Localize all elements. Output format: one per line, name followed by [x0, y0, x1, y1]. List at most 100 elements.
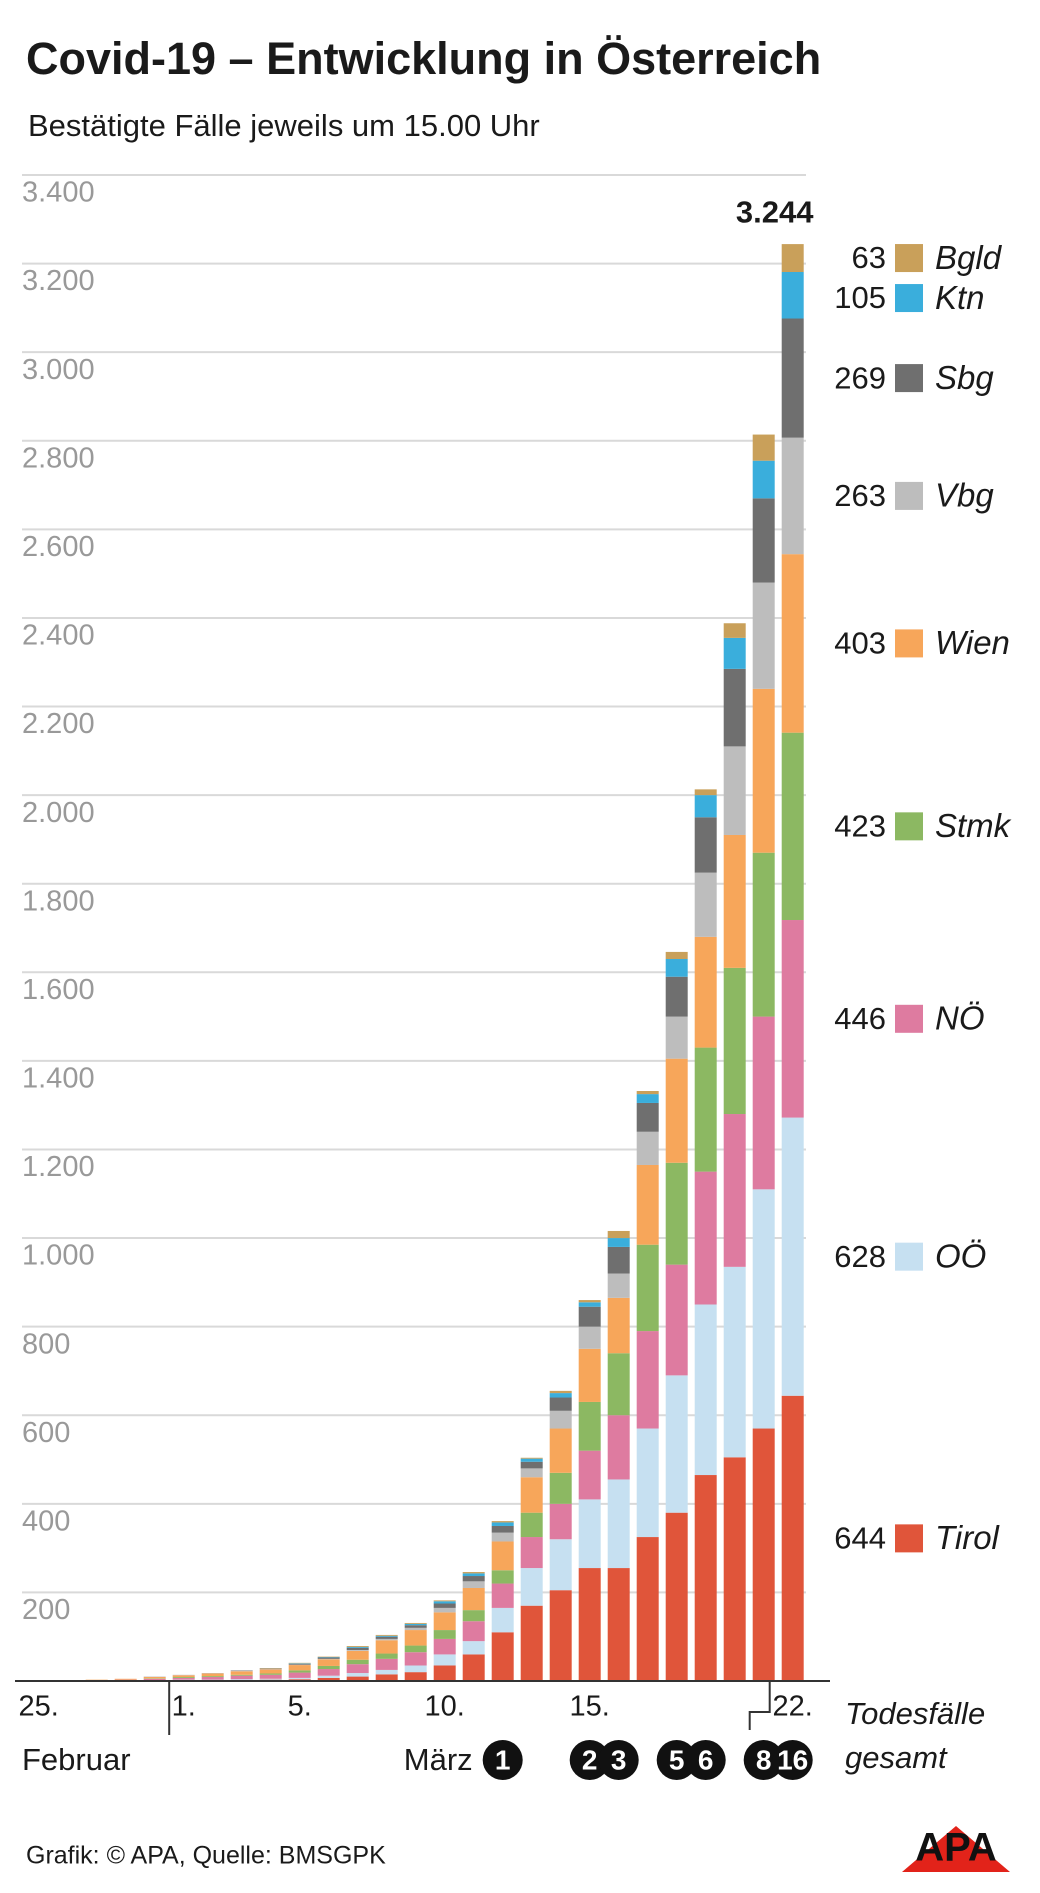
legend-swatch: [895, 629, 923, 658]
x-tick-label: 10.: [425, 1691, 465, 1723]
bar-segment: [491, 1632, 514, 1681]
death-label: 5: [669, 1744, 685, 1775]
bar-segment: [607, 1230, 630, 1239]
y-tick-label: 2.600: [22, 531, 95, 563]
bar-segment: [781, 732, 804, 921]
bar-segment: [520, 1537, 543, 1569]
bar-segment: [346, 1646, 369, 1648]
x-tick-label: 15.: [570, 1691, 610, 1723]
bar-segment: [665, 959, 688, 977]
bar-segment: [694, 1304, 717, 1476]
bar-segment: [723, 637, 746, 669]
y-tick-label: 600: [22, 1417, 70, 1449]
bar-segment: [578, 1401, 601, 1451]
bar-segment: [433, 1603, 456, 1608]
chart-title: Covid-19 – Entwicklung in Österreich: [26, 33, 821, 84]
bar-segment: [172, 1675, 195, 1678]
bar-segment: [578, 1302, 601, 1307]
bar-segment: [694, 795, 717, 818]
bar-segment: [433, 1654, 456, 1666]
bar-segment: [404, 1645, 427, 1653]
legend-swatch: [895, 1524, 923, 1553]
bar-segment: [375, 1636, 398, 1639]
bar-segment: [346, 1659, 369, 1665]
bar-segment: [259, 1674, 282, 1679]
death-label: 3: [611, 1744, 627, 1775]
bar-segment: [520, 1477, 543, 1513]
legend-label: Stmk: [935, 807, 1012, 844]
bar-segment: [665, 1016, 688, 1059]
bar-segment: [143, 1677, 166, 1679]
bar-segment: [375, 1635, 398, 1637]
deaths-title: gesamt: [845, 1740, 948, 1775]
bar-segment: [317, 1657, 340, 1659]
bar-segment: [781, 272, 804, 319]
bar-segment: [317, 1659, 340, 1666]
death-marker: [656, 1740, 697, 1780]
bar-segment: [578, 1348, 601, 1402]
bar-segment: [665, 1375, 688, 1513]
month-label: März: [404, 1742, 473, 1777]
death-marker: [685, 1740, 726, 1780]
bar-segment: [288, 1663, 311, 1665]
bar-segment: [259, 1669, 282, 1674]
legend-value: 105: [834, 280, 886, 315]
deaths-title: Todesfälle: [845, 1696, 985, 1731]
bar-segment: [520, 1568, 543, 1606]
bar-segment: [752, 582, 775, 689]
y-tick-label: 1.000: [22, 1240, 95, 1272]
bar-segment: [665, 1058, 688, 1163]
bar-segment: [607, 1353, 630, 1416]
legend-value: 644: [834, 1521, 886, 1556]
bar-segment: [578, 1300, 601, 1303]
bar-segment: [317, 1669, 340, 1676]
bar-segment: [636, 1428, 659, 1538]
legend-label: OÖ: [935, 1237, 986, 1274]
bar-segment: [549, 1539, 572, 1591]
bar-segment: [346, 1676, 369, 1681]
bar-segment: [520, 1468, 543, 1478]
bar-segment: [346, 1673, 369, 1677]
bar-segment: [520, 1458, 543, 1462]
chart-subtitle: Bestätigte Fälle jeweils um 15.00 Uhr: [28, 108, 540, 143]
bar-segment: [665, 1512, 688, 1681]
bar-segment: [549, 1410, 572, 1429]
death-label: 8: [756, 1744, 772, 1775]
bar-segment: [462, 1573, 485, 1577]
bar-segment: [723, 623, 746, 638]
x-tick-label: 22.: [773, 1691, 813, 1723]
bar-segment: [578, 1450, 601, 1500]
bar-segment: [201, 1673, 224, 1677]
bar-segment: [752, 1016, 775, 1190]
bar-segment: [201, 1677, 224, 1680]
bar-segment: [781, 554, 804, 733]
death-label: 16: [777, 1744, 808, 1775]
legend-swatch: [895, 1242, 923, 1271]
legend-value: 269: [834, 360, 886, 395]
y-tick-label: 200: [22, 1594, 70, 1626]
bar-segment: [346, 1650, 369, 1660]
bar-segment: [317, 1675, 340, 1678]
bar-segment: [694, 1171, 717, 1305]
y-tick-label: 3.200: [22, 265, 95, 297]
y-tick-label: 1.400: [22, 1063, 95, 1095]
bar-segment: [520, 1461, 543, 1469]
y-tick-label: 400: [22, 1505, 70, 1537]
bar-segment: [491, 1607, 514, 1633]
bar-segment: [201, 1676, 224, 1678]
bar-segment: [752, 852, 775, 1017]
bar-segment: [433, 1665, 456, 1681]
bar-segment: [346, 1646, 369, 1647]
bar-segment: [172, 1677, 195, 1678]
bar-segment: [781, 437, 804, 555]
legend-value: 63: [852, 240, 886, 275]
bar-segment: [636, 1164, 659, 1245]
bar-segment: [723, 1114, 746, 1267]
death-label: 2: [582, 1744, 598, 1775]
bar-segment: [375, 1669, 398, 1675]
bar-segment: [346, 1664, 369, 1674]
bar-segment: [636, 1331, 659, 1429]
bar-segment: [259, 1678, 282, 1680]
bar-segment: [375, 1653, 398, 1659]
bar-segment: [172, 1677, 195, 1680]
